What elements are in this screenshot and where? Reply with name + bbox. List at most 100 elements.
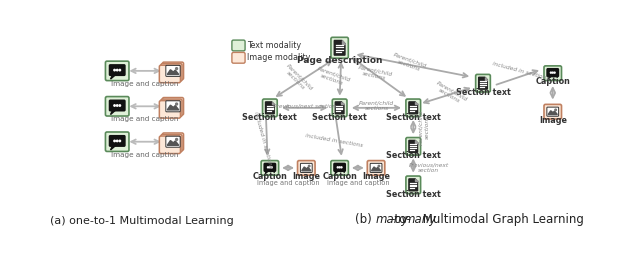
Text: Section text: Section text (386, 190, 440, 199)
Text: (b): (b) (355, 213, 375, 226)
Text: Image and caption: Image and caption (326, 180, 389, 186)
Circle shape (175, 103, 177, 105)
Polygon shape (415, 140, 417, 143)
Text: Image and caption: Image and caption (111, 81, 179, 87)
FancyBboxPatch shape (106, 97, 129, 116)
Polygon shape (409, 140, 417, 152)
Polygon shape (301, 167, 311, 171)
Text: (a) one‑to‑1 Multimodal Learning: (a) one‑to‑1 Multimodal Learning (50, 216, 234, 226)
Circle shape (114, 69, 115, 71)
Circle shape (175, 68, 177, 70)
Text: Image: Image (292, 172, 320, 181)
Polygon shape (415, 102, 417, 104)
Text: Parent/child
sections: Parent/child sections (356, 64, 393, 82)
Polygon shape (111, 75, 116, 79)
FancyBboxPatch shape (109, 99, 125, 112)
Text: Parent/child
sections: Parent/child sections (433, 80, 468, 107)
FancyBboxPatch shape (264, 163, 276, 172)
FancyBboxPatch shape (476, 75, 490, 92)
Text: Caption: Caption (252, 172, 287, 181)
Circle shape (175, 139, 177, 140)
Circle shape (119, 140, 120, 142)
Polygon shape (342, 40, 345, 43)
Text: Parent/child
sections: Parent/child sections (391, 52, 428, 74)
FancyBboxPatch shape (232, 40, 245, 51)
Circle shape (119, 69, 120, 71)
Text: -to-: -to- (391, 213, 412, 226)
Polygon shape (409, 179, 417, 191)
FancyBboxPatch shape (367, 161, 385, 175)
Text: Parent/child
sections: Parent/child sections (314, 66, 351, 88)
Polygon shape (167, 141, 179, 145)
FancyBboxPatch shape (261, 161, 278, 175)
Circle shape (555, 109, 556, 111)
FancyBboxPatch shape (300, 163, 312, 172)
Polygon shape (167, 70, 179, 75)
FancyBboxPatch shape (109, 135, 125, 147)
Circle shape (550, 72, 552, 73)
FancyBboxPatch shape (161, 99, 182, 117)
Text: Caption: Caption (322, 172, 357, 181)
Polygon shape (409, 102, 417, 114)
FancyBboxPatch shape (159, 65, 180, 83)
Polygon shape (548, 76, 552, 79)
FancyBboxPatch shape (333, 163, 346, 172)
Text: Section text: Section text (386, 113, 440, 122)
FancyBboxPatch shape (262, 99, 277, 117)
Text: Previous/next
section: Previous/next section (409, 162, 449, 173)
Polygon shape (111, 145, 116, 150)
Circle shape (116, 105, 118, 106)
FancyBboxPatch shape (406, 137, 420, 155)
Circle shape (378, 165, 380, 167)
Circle shape (116, 69, 118, 71)
Polygon shape (272, 102, 274, 104)
Polygon shape (167, 105, 179, 110)
FancyBboxPatch shape (547, 107, 559, 116)
Text: Image and caption: Image and caption (257, 180, 319, 186)
FancyBboxPatch shape (331, 161, 348, 175)
FancyBboxPatch shape (166, 101, 180, 112)
FancyBboxPatch shape (547, 68, 559, 77)
FancyBboxPatch shape (163, 133, 184, 151)
Text: many: many (403, 213, 436, 226)
Text: included in sections: included in sections (305, 133, 364, 148)
FancyBboxPatch shape (106, 61, 129, 81)
Circle shape (119, 105, 120, 106)
FancyBboxPatch shape (159, 136, 180, 154)
Text: included in sections: included in sections (492, 61, 549, 81)
Text: Image: Image (362, 172, 390, 181)
Text: Section text: Section text (312, 113, 367, 122)
FancyBboxPatch shape (332, 99, 347, 117)
Circle shape (308, 165, 310, 167)
FancyBboxPatch shape (544, 66, 561, 80)
Circle shape (268, 167, 269, 168)
Polygon shape (479, 77, 487, 89)
Polygon shape (335, 102, 344, 114)
Circle shape (116, 140, 118, 142)
FancyBboxPatch shape (544, 104, 561, 119)
Polygon shape (415, 179, 417, 181)
Text: Caption: Caption (535, 77, 570, 86)
Text: Multimodal Graph Learning: Multimodal Graph Learning (419, 213, 584, 226)
FancyBboxPatch shape (166, 136, 180, 147)
Circle shape (114, 140, 115, 142)
Text: Section text: Section text (456, 88, 510, 97)
Text: Image and caption: Image and caption (111, 116, 179, 122)
Text: Parent/child
sections: Parent/child sections (359, 100, 394, 111)
Text: Image and caption: Image and caption (111, 152, 179, 158)
Polygon shape (342, 102, 344, 104)
Polygon shape (111, 110, 116, 115)
Circle shape (341, 167, 342, 168)
Polygon shape (266, 102, 274, 114)
Text: Section text: Section text (243, 113, 297, 122)
Circle shape (339, 167, 340, 168)
Text: Page description: Page description (297, 56, 382, 65)
Text: included in sections: included in sections (253, 111, 273, 169)
Text: Previous/next section: Previous/next section (273, 103, 336, 108)
FancyBboxPatch shape (163, 98, 184, 115)
Circle shape (337, 167, 339, 168)
Circle shape (114, 105, 115, 106)
FancyBboxPatch shape (161, 134, 182, 152)
FancyBboxPatch shape (163, 62, 184, 80)
Text: Image: Image (539, 116, 567, 125)
